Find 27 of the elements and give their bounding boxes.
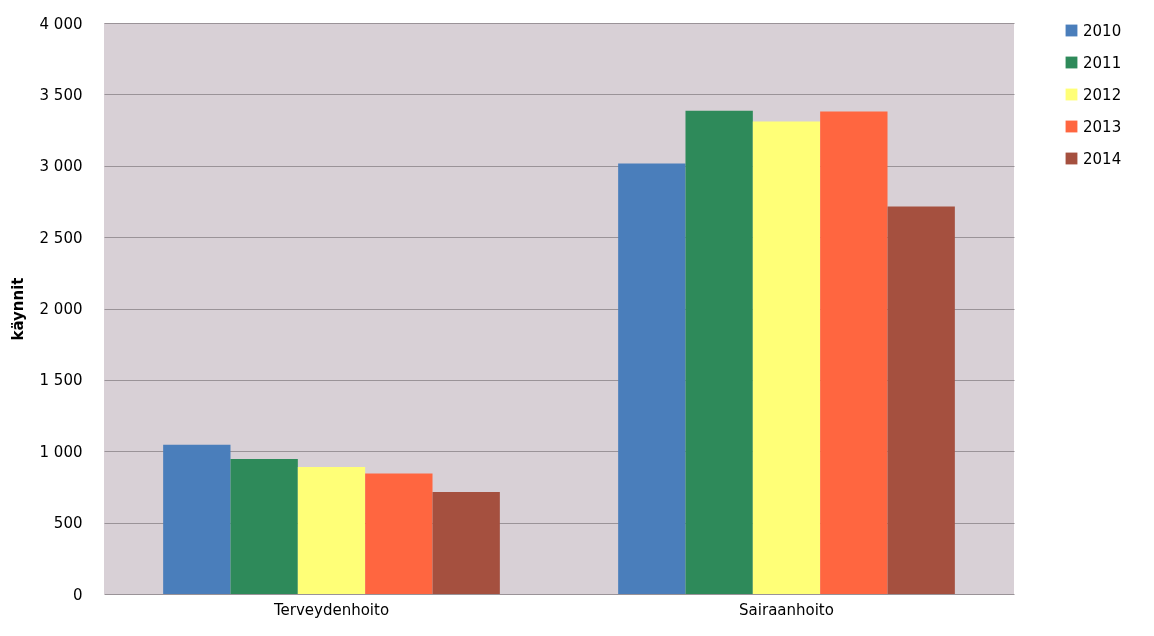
y-axis-title: käynnit	[8, 277, 27, 341]
legend-label: 2014	[1083, 149, 1122, 168]
y-tick-label: 2 500	[39, 228, 83, 247]
bar	[365, 473, 433, 594]
bar	[230, 459, 298, 594]
x-tick-label: Terveydenhoito	[272, 600, 390, 619]
x-tick-label: Sairaanhoito	[739, 600, 834, 619]
y-tick-label: 2 000	[39, 300, 83, 318]
legend-label: 2011	[1083, 53, 1122, 72]
bar	[297, 466, 366, 594]
bar	[618, 163, 686, 594]
y-tick-label: 3 500	[39, 85, 83, 104]
legend-label: 2013	[1083, 117, 1122, 136]
y-tick-label: 1 000	[39, 442, 83, 461]
y-tick-label: 3 000	[39, 157, 83, 176]
bar	[432, 491, 500, 594]
bar	[752, 121, 821, 594]
bar	[685, 110, 753, 594]
y-tick-label: 500	[53, 514, 83, 533]
bar	[887, 206, 955, 594]
y-tick-label: 0	[72, 585, 83, 604]
legend-label: 2010	[1083, 21, 1122, 40]
legend-label: 2012	[1083, 85, 1122, 104]
bar	[163, 444, 231, 594]
y-tick-label: 1 500	[39, 371, 83, 390]
y-tick-label: 4 000	[39, 14, 83, 33]
bar	[820, 111, 888, 594]
